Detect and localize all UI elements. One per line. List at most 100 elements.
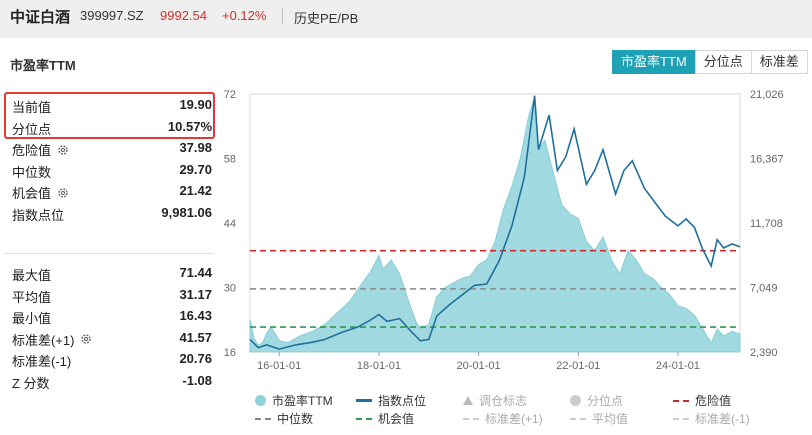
y-left-tick-label: 44 <box>224 218 236 230</box>
stat-min: 最小值 16.43 <box>10 305 212 327</box>
pe-area-series <box>249 96 741 353</box>
stat-label: 机会值 <box>12 183 69 202</box>
stat-opportunity-value: 机会值 21.42 <box>10 180 212 202</box>
stat-label: 最小值 <box>12 311 52 326</box>
stat-label: 最大值 <box>12 268 52 283</box>
legend-label: 分位点 <box>587 394 624 408</box>
legend-label: 机会值 <box>378 412 415 426</box>
stat-index-level: 指数点位 9,981.06 <box>10 202 212 224</box>
legend-item[interactable]: 调仓标志 <box>463 392 527 409</box>
y-right-tick-label: 16,367 <box>750 154 784 166</box>
legend-dash-icon <box>356 417 372 420</box>
stats-bottom: 最大值 71.44 平均值 31.17 最小值 16.43 标准差(+1) 41… <box>10 262 212 391</box>
gear-icon[interactable] <box>57 187 69 199</box>
metric-tabs: 市盈率TTM 分位点 标准差 <box>612 50 808 74</box>
tab-std-dev[interactable]: 标准差 <box>750 50 808 74</box>
stat-value: -1.08 <box>182 372 212 388</box>
stat-label: 标准差(+1) <box>12 330 92 349</box>
stat-label: 分位点 <box>12 121 52 137</box>
stat-value: 41.57 <box>179 329 212 345</box>
stat-label: 平均值 <box>12 289 52 305</box>
index-code: 399997.SZ <box>80 8 144 23</box>
pe-chart[interactable]: 72 58 44 30 16 21,026 16,367 11,708 7,049 2,390 16… <box>0 80 812 385</box>
legend-dash-icon <box>570 417 586 420</box>
stat-std-plus: 标准差(+1) 41.57 <box>10 327 212 349</box>
stat-value: 29.70 <box>179 161 212 177</box>
stat-mean: 平均值 31.17 <box>10 284 212 306</box>
legend-item[interactable]: 分位点 <box>570 392 623 409</box>
stat-label: 中位数 <box>12 164 52 180</box>
index-change: +0.12% <box>222 8 267 23</box>
section-title: 市盈率TTM <box>10 58 76 73</box>
legend-line-icon <box>356 399 372 402</box>
stat-value: 16.43 <box>179 308 212 323</box>
legend-item[interactable]: 标准差(+1) <box>463 410 543 427</box>
tab-percentile[interactable]: 分位点 <box>694 50 752 74</box>
legend-item[interactable]: 标准差(-1) <box>673 410 750 427</box>
stat-value: 71.44 <box>179 265 212 280</box>
legend-label: 调仓标志 <box>479 394 528 408</box>
stat-label: 危险值 <box>12 140 69 159</box>
stat-label: 标准差(-1) <box>12 354 72 369</box>
stat-max: 最大值 71.44 <box>10 262 212 284</box>
stat-value: 37.98 <box>179 140 212 155</box>
legend-label: 危险值 <box>695 394 732 408</box>
tab-pe-ttm[interactable]: 市盈率TTM <box>612 50 696 74</box>
legend-item[interactable]: 机会值 <box>356 410 414 427</box>
y-right-tick-label: 21,026 <box>750 89 784 101</box>
y-left-tick-label: 72 <box>224 89 236 101</box>
x-tick-label: 18-01-01 <box>357 360 401 372</box>
y-left-tick-label: 16 <box>224 347 236 359</box>
gear-icon[interactable] <box>80 333 92 345</box>
legend-dash-icon <box>673 417 689 420</box>
legend-dash-icon <box>673 399 689 402</box>
legend-item[interactable]: 平均值 <box>570 410 628 427</box>
legend-item[interactable]: 市盈率TTM <box>255 392 333 409</box>
stat-median: 中位数 29.70 <box>10 159 212 181</box>
legend-triangle-icon <box>463 396 473 405</box>
y-right-tick-label: 11,708 <box>750 218 783 230</box>
x-tick-label: 16-01-01 <box>257 360 301 372</box>
stat-z-score: Z 分数 -1.08 <box>10 370 212 392</box>
stat-value: 31.17 <box>179 286 212 302</box>
legend-label: 市盈率TTM <box>272 394 333 408</box>
stat-percentile: 分位点 10.57% <box>10 116 212 138</box>
index-line-series <box>249 95 741 350</box>
current-value-highlight <box>4 92 215 139</box>
legend-label: 中位数 <box>277 412 314 426</box>
legend-label: 标准差(+1) <box>485 412 543 426</box>
legend-dot-icon <box>570 395 581 406</box>
legend-item[interactable]: 指数点位 <box>356 392 426 409</box>
stat-value: 10.57% <box>167 118 212 134</box>
stat-label: 当前值 <box>12 100 52 115</box>
x-tick-label: 22-01-01 <box>556 360 600 372</box>
stat-current-value: 当前值 19.90 <box>10 94 212 116</box>
stat-std-minus: 标准差(-1) 20.76 <box>10 348 212 370</box>
legend-dash-icon <box>463 417 479 420</box>
legend-item[interactable]: 危险值 <box>673 392 731 409</box>
stat-label: Z 分数 <box>12 375 50 391</box>
x-tick-label: 20-01-01 <box>457 360 501 372</box>
stat-label: 指数点位 <box>12 207 65 223</box>
stat-value: 9,981.06 <box>161 204 212 220</box>
stats-divider <box>4 253 214 254</box>
y-right-tick-label: 2,390 <box>750 347 778 359</box>
x-tick-label: 24-01-01 <box>656 360 700 372</box>
y-left-tick-label: 30 <box>224 283 236 295</box>
history-pe-pb-link[interactable]: 历史PE/PB <box>294 11 359 26</box>
y-right-tick-label: 7,049 <box>750 283 778 295</box>
legend-dash-icon <box>255 417 271 420</box>
index-name: 中证白酒 <box>10 9 71 26</box>
y-left-tick-label: 58 <box>224 154 236 166</box>
header-divider <box>282 8 283 24</box>
stat-danger-value: 危险值 37.98 <box>10 137 212 159</box>
gear-icon[interactable] <box>57 144 69 156</box>
stat-value: 19.90 <box>179 97 212 112</box>
legend-label: 指数点位 <box>378 394 427 408</box>
index-header: 中证白酒 399997.SZ 9992.54 +0.12% 历史PE/PB <box>0 0 812 38</box>
legend-label: 平均值 <box>592 412 629 426</box>
legend-item[interactable]: 中位数 <box>255 410 313 427</box>
legend-dot-icon <box>255 395 266 406</box>
index-price: 9992.54 <box>160 8 207 23</box>
stats-top: 当前值 19.90 分位点 10.57% 危险值 37.98 中位数 29.70… <box>10 94 212 223</box>
